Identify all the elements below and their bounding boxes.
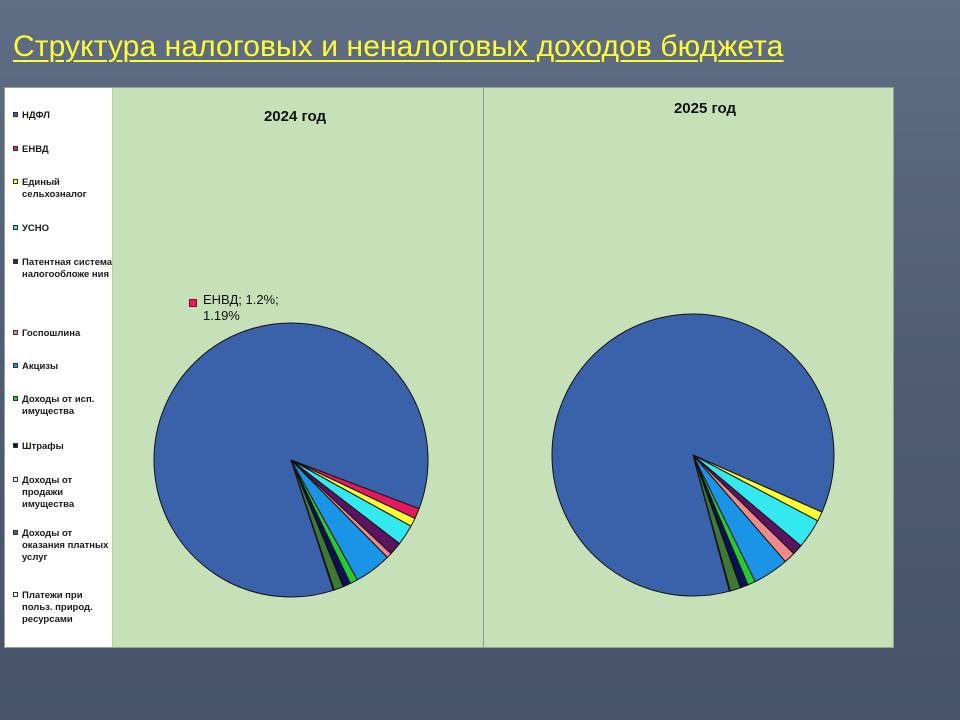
legend-label: Патентная система налогообложе ния	[22, 257, 113, 280]
legend-label: Доходы от оказания платных услуг	[22, 528, 109, 563]
chart-area: НДФЛ ЕНВД Единый сельхозналог УСНО Патентная…	[4, 87, 894, 648]
legend-swatch	[13, 225, 18, 230]
legend-swatch	[13, 259, 18, 264]
legend-label: Платежи при польз. природ. ресурсами	[22, 590, 93, 625]
legend-label: Штрафы	[22, 441, 64, 452]
pie-slice	[692, 454, 731, 592]
legend-swatch	[13, 330, 18, 335]
legend-swatch	[13, 530, 18, 535]
legend-swatch	[13, 592, 18, 597]
pie-2024	[153, 322, 429, 598]
legend-label: УСНО	[22, 223, 50, 234]
legend-label: Доходы от исп. имущества	[22, 394, 95, 417]
legend-label: ЕНВД	[22, 144, 49, 155]
pie-title-2024: 2024 год	[263, 108, 327, 125]
legend-swatch	[13, 443, 18, 448]
callout-swatch	[189, 299, 197, 307]
legend-label: Единый сельхозналог	[22, 177, 87, 200]
pie-slice	[290, 459, 335, 591]
callout-label-line1: ЕНВД; 1.2%;	[203, 292, 279, 307]
legend-swatch	[13, 112, 18, 117]
legend-swatch	[13, 477, 18, 482]
legend-label: Доходы от продажи имущества	[22, 475, 75, 510]
slide-title: Структура налоговых и неналоговых доходо…	[13, 30, 784, 63]
legend: НДФЛ ЕНВД Единый сельхозналог УСНО Патентная…	[5, 88, 113, 647]
legend-swatch	[13, 179, 18, 184]
pie-title-2025: 2025 год	[673, 100, 737, 117]
pie-charts	[153, 313, 835, 598]
legend-label: НДФЛ	[22, 110, 50, 121]
legend-label: Акцизы	[22, 361, 59, 372]
legend-swatch	[13, 146, 18, 151]
legend-swatch	[13, 396, 18, 401]
legend-swatch	[13, 363, 18, 368]
chart-divider	[483, 88, 484, 647]
legend-label: Госпошлина	[22, 328, 81, 339]
callout-label-line2: 1.19%	[203, 308, 240, 323]
pie-2025	[551, 313, 835, 597]
